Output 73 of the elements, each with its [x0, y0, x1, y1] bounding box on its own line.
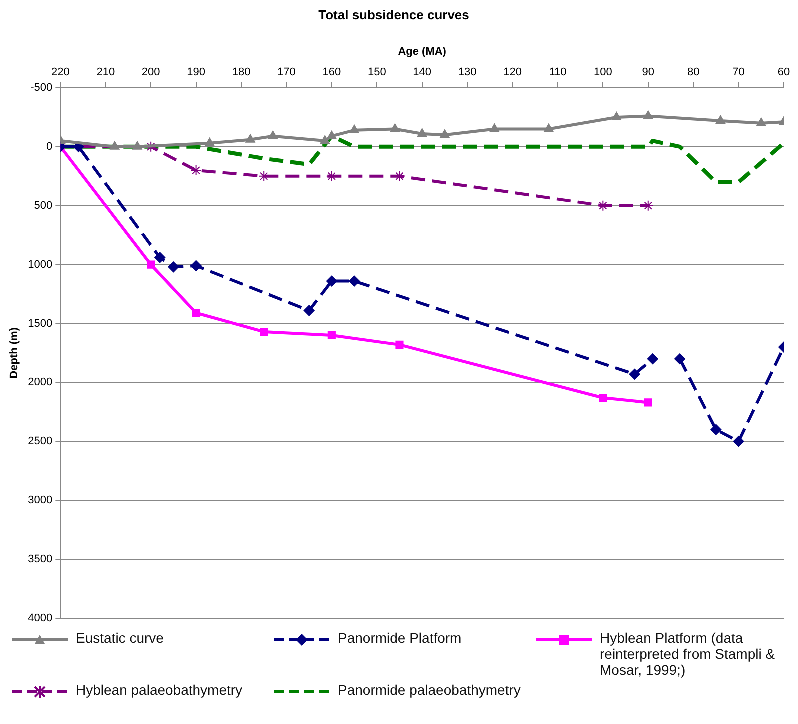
x-tick-label: 90: [642, 66, 654, 78]
x-tick-label: 120: [504, 66, 522, 78]
point: [192, 309, 200, 318]
point: [168, 262, 180, 273]
y-tick-label: 500: [34, 200, 53, 212]
y-tick-label: 2000: [28, 376, 53, 389]
y-tick-label: 4000: [28, 612, 53, 624]
point: [644, 398, 652, 407]
legend-label: Panormide Platform: [338, 630, 462, 646]
x-tick-label: 160: [322, 66, 342, 78]
point: [647, 354, 658, 365]
point: [154, 252, 166, 264]
legend-label: Eustatic curve: [76, 630, 164, 646]
y-tick-label: -500: [30, 82, 53, 94]
point: [320, 136, 330, 144]
x-tick-label: 190: [187, 66, 206, 78]
x-axis-title: Age (MA): [398, 46, 447, 58]
point: [349, 276, 360, 287]
point: [190, 165, 202, 176]
point: [710, 424, 722, 436]
point: [326, 276, 338, 287]
point: [326, 170, 338, 182]
x-tick-label: 110: [549, 66, 567, 78]
x-tick-label: 220: [51, 66, 70, 78]
y-tick-label: 1500: [28, 318, 53, 330]
point: [733, 436, 744, 448]
y-tick-label: 3500: [28, 554, 53, 566]
point: [544, 124, 554, 132]
x-tick-label: 100: [594, 66, 612, 78]
point: [350, 124, 360, 134]
x-tick-label: 130: [458, 66, 477, 78]
point: [612, 112, 622, 120]
x-tick-label: 210: [96, 66, 116, 78]
point: [328, 331, 336, 340]
point: [674, 354, 686, 365]
x-tick-label: 80: [687, 66, 700, 78]
point: [268, 130, 278, 140]
x-tick-label: 70: [732, 66, 745, 78]
point: [629, 368, 640, 380]
point: [246, 134, 256, 143]
point: [132, 141, 142, 150]
x-tick-label: 180: [232, 66, 251, 78]
point: [260, 328, 268, 336]
point: [147, 260, 156, 269]
point: [716, 116, 726, 124]
y-tick-label: 1000: [28, 258, 53, 271]
x-tick-label: 60: [778, 66, 790, 78]
legend-label: Panormide palaeobathymetry: [338, 682, 521, 698]
y-tick-label: 2500: [28, 436, 53, 448]
point: [205, 138, 215, 146]
point: [440, 130, 450, 138]
point: [304, 305, 315, 316]
y-tick-label: 0: [46, 140, 53, 153]
point: [599, 394, 608, 402]
legend-label: Hyblean palaeobathymetry: [76, 682, 243, 698]
point: [190, 260, 202, 272]
legend-label: Hyblean Platform (data reinterpreted from Stampli & Mosar, 1999;): [600, 630, 776, 678]
x-tick-label: 140: [413, 66, 432, 78]
point: [418, 128, 428, 137]
point: [644, 110, 654, 120]
point: [394, 170, 406, 182]
point: [327, 130, 337, 140]
y-tick-label: 3000: [28, 494, 53, 507]
point: [390, 124, 400, 132]
x-tick-label: 170: [278, 66, 296, 78]
y-axis-title: Depth (m): [8, 327, 21, 379]
x-tick-label: 150: [368, 66, 386, 78]
point: [396, 340, 404, 349]
point: [756, 118, 766, 126]
point: [490, 124, 500, 132]
x-tick-label: 200: [142, 66, 160, 78]
chart-title: Total subsidence curves: [318, 7, 470, 22]
point: [110, 141, 120, 150]
